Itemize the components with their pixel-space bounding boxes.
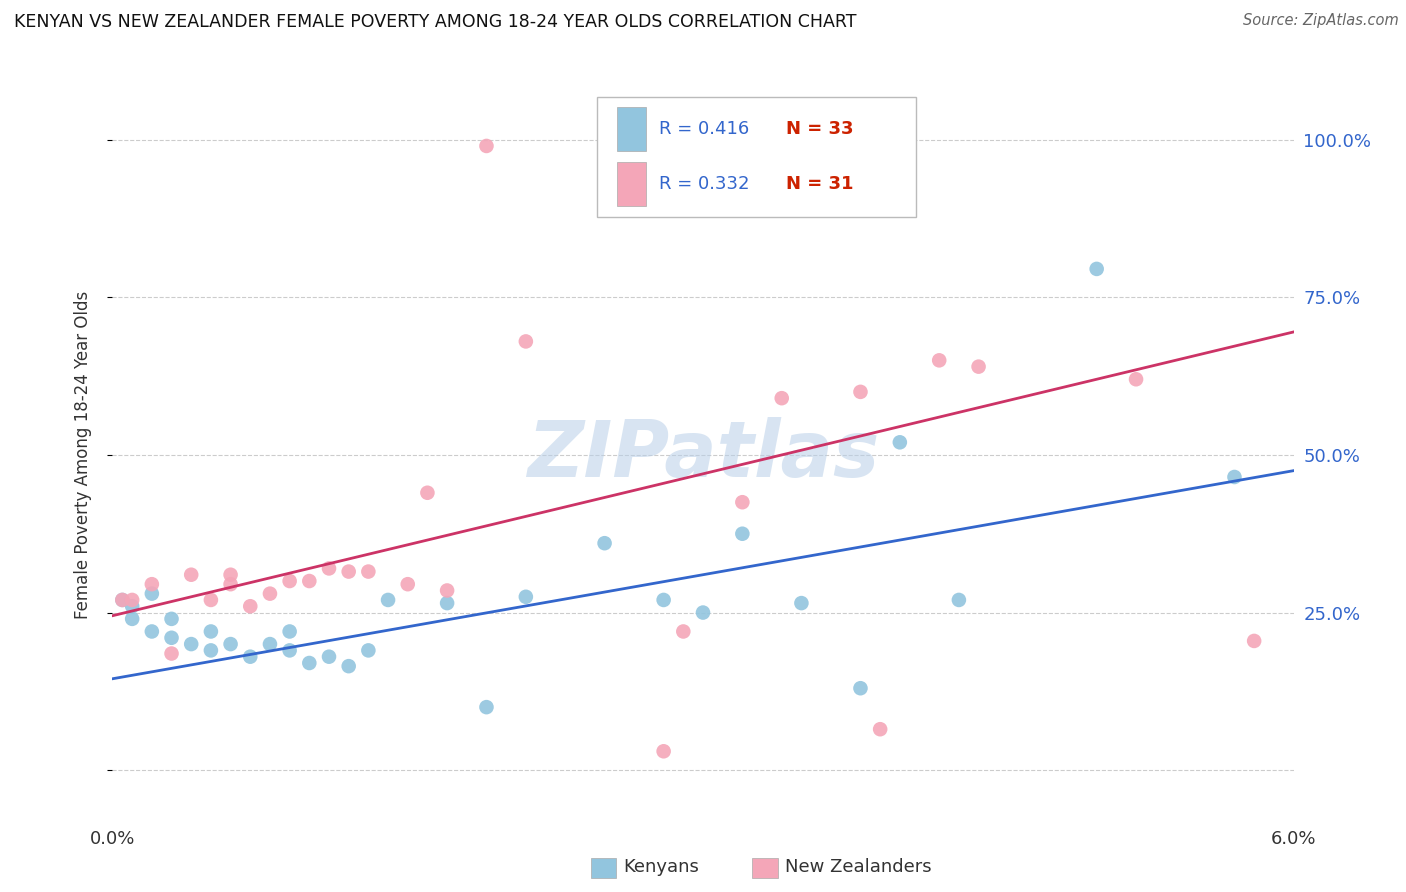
Text: New Zealanders: New Zealanders: [785, 858, 931, 876]
Point: [121, 593, 143, 607]
Point: [849, 384, 872, 399]
Point: [416, 485, 439, 500]
FancyBboxPatch shape: [596, 96, 915, 218]
Point: [869, 723, 891, 737]
Text: Kenyans: Kenyans: [623, 858, 699, 876]
Point: [1085, 261, 1108, 276]
Point: [160, 647, 183, 661]
Point: [889, 435, 911, 450]
Point: [121, 612, 143, 626]
Point: [770, 391, 793, 405]
Point: [672, 624, 695, 639]
Point: [337, 565, 360, 579]
Point: [515, 334, 537, 349]
Point: [948, 593, 970, 607]
Point: [652, 744, 675, 758]
Point: [731, 495, 754, 509]
Point: [692, 606, 714, 620]
Point: [278, 574, 301, 588]
Point: [141, 587, 163, 601]
Point: [141, 624, 163, 639]
Point: [731, 526, 754, 541]
Point: [219, 637, 242, 651]
Point: [259, 637, 281, 651]
Point: [377, 593, 399, 607]
Text: R = 0.416: R = 0.416: [659, 120, 749, 138]
Point: [200, 624, 222, 639]
Point: [652, 593, 675, 607]
Point: [475, 139, 498, 153]
Bar: [617, 162, 647, 206]
Point: [160, 612, 183, 626]
Text: N = 33: N = 33: [786, 120, 853, 138]
Point: [219, 577, 242, 591]
Point: [259, 587, 281, 601]
Point: [593, 139, 616, 153]
Point: [515, 590, 537, 604]
Point: [1223, 470, 1246, 484]
Point: [278, 643, 301, 657]
Point: [278, 624, 301, 639]
Point: [111, 593, 134, 607]
Text: KENYAN VS NEW ZEALANDER FEMALE POVERTY AMONG 18-24 YEAR OLDS CORRELATION CHART: KENYAN VS NEW ZEALANDER FEMALE POVERTY A…: [14, 13, 856, 31]
Point: [1243, 634, 1265, 648]
Point: [849, 681, 872, 696]
Point: [180, 637, 202, 651]
Point: [219, 567, 242, 582]
Point: [436, 596, 458, 610]
Point: [337, 659, 360, 673]
Text: R = 0.332: R = 0.332: [659, 176, 749, 194]
Text: Source: ZipAtlas.com: Source: ZipAtlas.com: [1243, 13, 1399, 29]
Point: [396, 577, 419, 591]
Point: [298, 656, 321, 670]
Point: [928, 353, 950, 368]
Y-axis label: Female Poverty Among 18-24 Year Olds: Female Poverty Among 18-24 Year Olds: [73, 291, 91, 619]
Point: [111, 593, 134, 607]
Point: [200, 593, 222, 607]
Point: [790, 596, 813, 610]
Text: N = 31: N = 31: [786, 176, 853, 194]
Point: [357, 565, 380, 579]
Point: [436, 583, 458, 598]
Point: [180, 567, 202, 582]
Point: [141, 577, 163, 591]
Point: [318, 649, 340, 664]
Point: [318, 561, 340, 575]
Text: ZIPatlas: ZIPatlas: [527, 417, 879, 493]
Point: [475, 700, 498, 714]
Point: [160, 631, 183, 645]
Point: [1125, 372, 1147, 386]
Point: [239, 599, 262, 614]
Point: [298, 574, 321, 588]
Point: [239, 649, 262, 664]
Point: [200, 643, 222, 657]
Point: [967, 359, 990, 374]
Point: [593, 536, 616, 550]
Point: [121, 599, 143, 614]
Point: [357, 643, 380, 657]
Bar: [617, 108, 647, 152]
